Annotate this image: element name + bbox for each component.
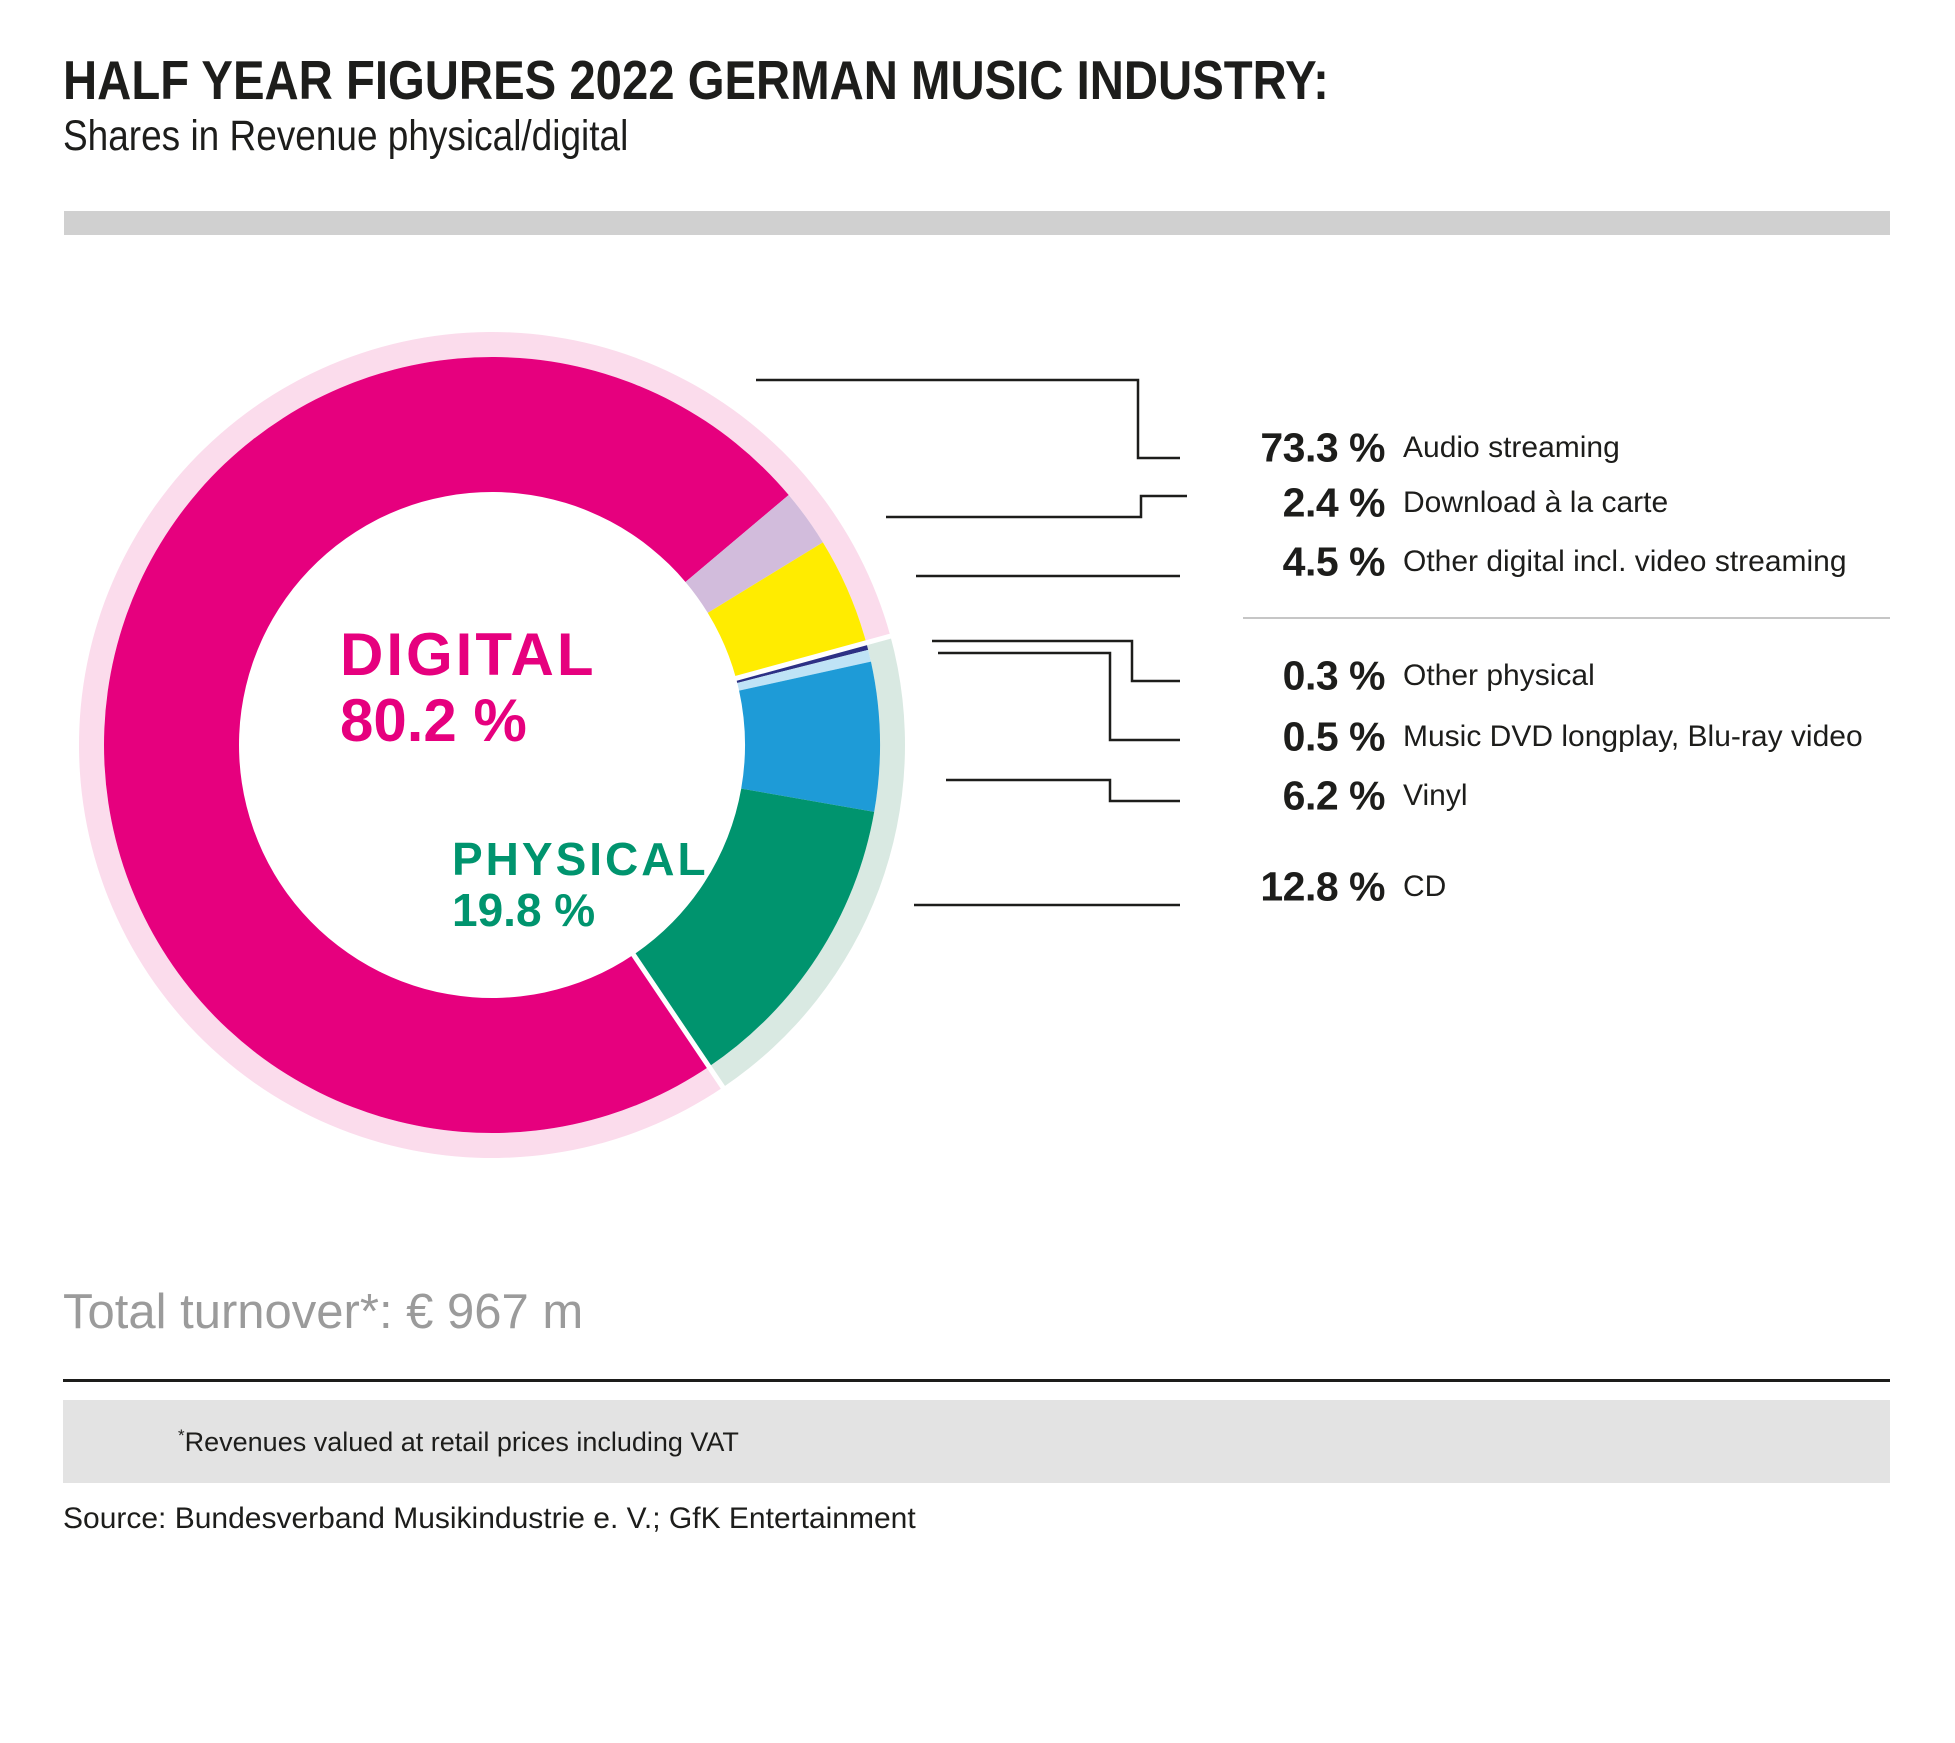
segment-cd bbox=[633, 788, 875, 1067]
footnote-marker: * bbox=[178, 1425, 185, 1445]
digital-share-label: DIGITAL 80.2 % bbox=[340, 622, 597, 754]
physical-outer-ring bbox=[708, 636, 905, 1088]
source-text: Source: Bundesverband Musikindustrie e. … bbox=[63, 1502, 916, 1535]
leader-line-download-la-carte bbox=[886, 494, 1187, 519]
footnote-band: *Revenues valued at retail prices includ… bbox=[63, 1400, 1890, 1483]
footer-rule bbox=[63, 1379, 1890, 1382]
page-title-text: HALF YEAR FIGURES 2022 GERMAN MUSIC INDU… bbox=[63, 49, 1329, 111]
digital-share-value: 80.2 % bbox=[340, 687, 527, 754]
footnote-body: Revenues valued at retail prices includi… bbox=[184, 1426, 739, 1457]
physical-share-name: PHYSICAL bbox=[452, 833, 709, 885]
segment-other-digital-incl-video-streaming bbox=[707, 542, 867, 679]
footnote-text: *Revenues valued at retail prices includ… bbox=[178, 1426, 739, 1458]
page-subtitle-text: Shares in Revenue physical/digital bbox=[63, 112, 629, 160]
physical-share-value: 19.8 % bbox=[452, 883, 596, 936]
leader-line-audio-streaming bbox=[756, 378, 1180, 460]
leader-line-music-dvd-longplay-blu-ray-video bbox=[938, 651, 1180, 742]
leader-line-vinyl bbox=[946, 778, 1180, 803]
header-divider-bar bbox=[64, 211, 1890, 235]
physical-share-label: PHYSICAL 19.8 % bbox=[452, 834, 709, 935]
group-separator-bottom bbox=[628, 948, 728, 1093]
total-turnover: Total turnover*: € 967 m bbox=[63, 1285, 584, 1339]
digital-share-name: DIGITAL bbox=[340, 621, 597, 688]
segment-vinyl bbox=[739, 661, 881, 812]
segment-audio-streaming bbox=[103, 357, 789, 1134]
page-subtitle: Shares in Revenue physical/digital bbox=[63, 112, 720, 161]
segment-download-la-carte bbox=[685, 494, 823, 613]
page-title: HALF YEAR FIGURES 2022 GERMAN MUSIC INDU… bbox=[63, 48, 1535, 112]
group-separator-top bbox=[729, 632, 895, 683]
leader-line-other-physical bbox=[932, 639, 1180, 683]
legend-group-divider bbox=[1243, 617, 1890, 619]
segment-music-dvd-longplay-blu-ray-video bbox=[737, 649, 871, 691]
